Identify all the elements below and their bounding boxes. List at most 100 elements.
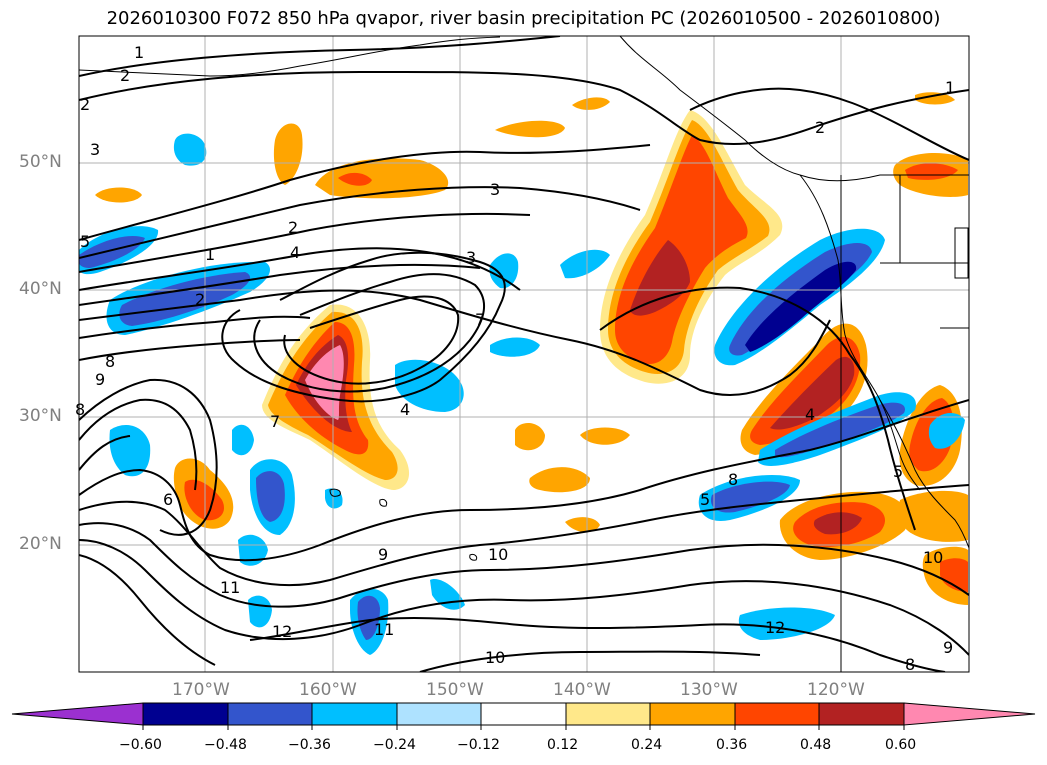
- contour-label: 5: [700, 490, 711, 509]
- colorbar-segment: [227, 702, 313, 726]
- colorbar-segment: [480, 702, 567, 726]
- contour-label: 3: [490, 180, 501, 199]
- contour-label: 12: [272, 622, 293, 641]
- contour-label: 8: [728, 470, 739, 489]
- contour-label: 8: [75, 400, 86, 419]
- border-lines: [840, 175, 969, 672]
- contour-line: [253, 273, 486, 393]
- positive-patch: [273, 123, 303, 185]
- contour-label: 4: [805, 405, 816, 424]
- lat-label-20n: 20°N: [19, 534, 62, 554]
- positive-patch: [305, 345, 344, 420]
- contour-lines: [79, 36, 969, 672]
- negative-patch: [173, 133, 207, 166]
- contour-line: [79, 399, 969, 562]
- colorbar: [11, 702, 1036, 730]
- contour-label: 10: [485, 648, 506, 667]
- north-america-coast: [799, 174, 969, 549]
- colorbar-tick-label: 0.36: [716, 737, 748, 753]
- contour-label: 3: [466, 248, 477, 267]
- positive-patch: [515, 423, 545, 451]
- colorbar-tick-label: −0.12: [457, 737, 500, 753]
- lon-label-140w: 140°W: [553, 680, 611, 700]
- coastlines: [79, 36, 969, 672]
- contour-label: 2: [815, 118, 826, 137]
- colorbar-tick-label: 0.12: [547, 737, 579, 753]
- contour-label: 6: [163, 490, 174, 509]
- contour-label: 8: [105, 352, 116, 371]
- contour-label: 7: [475, 310, 486, 329]
- negative-patch: [490, 337, 540, 357]
- contour-label: 11: [374, 620, 395, 639]
- contour-label: 4: [290, 243, 301, 262]
- colorbar-tick-label: −0.24: [373, 737, 416, 753]
- contour-label: 9: [95, 370, 106, 389]
- contour-line: [419, 650, 761, 672]
- contour-line: [599, 286, 851, 356]
- contour-line: [79, 289, 831, 396]
- island-coast: [329, 488, 341, 497]
- contour-label: 5: [893, 462, 904, 481]
- positive-patch: [315, 158, 449, 199]
- colorbar-segment: [565, 702, 651, 726]
- colorbar-segment: [734, 702, 820, 726]
- island-coast: [379, 499, 388, 507]
- contour-label: 12: [765, 618, 786, 637]
- contour-line: [221, 251, 506, 403]
- island-coast: [954, 227, 969, 279]
- lon-label-160w: 160°W: [299, 680, 357, 700]
- contour-line: [79, 522, 969, 608]
- positive-patch: [565, 517, 600, 533]
- positive-patch: [813, 512, 862, 535]
- contour-label: 2: [80, 95, 91, 114]
- contour-line: [79, 247, 521, 291]
- colorbar-tick-label: 0.48: [800, 737, 832, 753]
- lon-label-120w: 120°W: [807, 680, 865, 700]
- colorbar-segment-over: [903, 702, 1036, 726]
- colorbar-ticks: [142, 725, 905, 730]
- contour-line: [79, 144, 651, 241]
- contour-label: 10: [488, 545, 509, 564]
- contour-label: 10: [923, 548, 944, 567]
- contour-label: 11: [220, 578, 241, 597]
- contour-line: [249, 616, 946, 672]
- anomaly-shading: [79, 92, 968, 655]
- contour-line: [79, 554, 216, 666]
- negative-patch: [560, 249, 610, 279]
- negative-patch: [79, 235, 145, 268]
- contour-label: 1: [205, 245, 216, 264]
- positive-patch: [529, 467, 590, 493]
- positive-patch: [495, 120, 565, 138]
- lon-label-150w: 150°W: [426, 680, 484, 700]
- positive-patch: [572, 97, 610, 110]
- contour-line: [79, 70, 969, 145]
- lon-label-130w: 130°W: [680, 680, 738, 700]
- contour-label: 2: [120, 66, 131, 85]
- colorbar-segment-under: [11, 702, 144, 726]
- baja-coast: [879, 399, 921, 491]
- negative-patch: [232, 424, 254, 456]
- negative-patch: [325, 488, 343, 509]
- colorbar-segment: [142, 702, 229, 726]
- contour-line: [79, 315, 311, 339]
- negative-patch: [238, 534, 268, 566]
- positive-patch: [898, 490, 968, 542]
- contour-label: 4: [400, 400, 411, 419]
- positive-patch: [770, 356, 855, 430]
- positive-patch: [630, 240, 690, 316]
- colorbar-segment: [818, 702, 905, 726]
- map-title: 2026010300 F072 850 hPa qvapor, river ba…: [106, 8, 941, 29]
- contour-line: [79, 539, 969, 656]
- positive-patch: [338, 172, 372, 186]
- contour-line: [79, 186, 641, 259]
- contour-label: 9: [943, 638, 954, 657]
- positive-patch: [95, 187, 142, 203]
- contour-label: 2: [195, 290, 206, 309]
- island-coast: [469, 554, 478, 561]
- contour-label: 8: [905, 655, 916, 674]
- negative-patch: [357, 595, 380, 640]
- graticule: [79, 36, 969, 672]
- colorbar-tick-label: −0.36: [288, 737, 331, 753]
- positive-patch: [580, 427, 630, 445]
